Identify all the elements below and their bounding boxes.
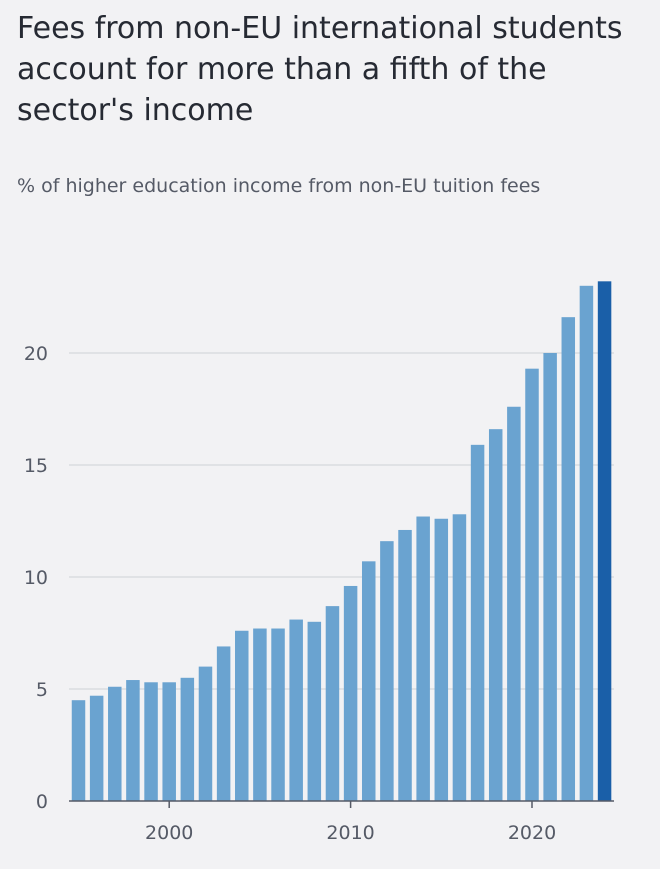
- x-tick-label-2020: 2020: [508, 822, 556, 844]
- bar-2004: [235, 630, 249, 801]
- bar-2007: [289, 619, 303, 801]
- bars: [71, 281, 612, 801]
- bar-2011: [361, 561, 376, 801]
- y-tick-label-10: 10: [24, 567, 48, 589]
- bar-1997: [108, 686, 122, 801]
- chart-subtitle: % of higher education income from non-EU…: [17, 175, 541, 197]
- bar-2014: [416, 516, 430, 801]
- bar-2020: [525, 368, 539, 801]
- bar-2012: [380, 541, 394, 801]
- bar-1998: [126, 680, 140, 801]
- x-tick-label-2010: 2010: [326, 822, 374, 844]
- bar-2001: [180, 677, 195, 801]
- bar-2010: [343, 585, 358, 801]
- bar-2018: [488, 429, 503, 801]
- bar-2019: [507, 406, 521, 801]
- bar-1999: [144, 682, 158, 801]
- y-tick-label-0: 0: [36, 791, 48, 813]
- bar-2005: [253, 628, 267, 801]
- bar-2017: [470, 444, 485, 801]
- bar-2000: [162, 682, 176, 801]
- bar-1995: [71, 700, 86, 801]
- y-tick-label-15: 15: [24, 455, 48, 477]
- bar-1996: [89, 695, 104, 801]
- axes: 0 5 10 15 20 2000 2010 2020: [24, 343, 614, 844]
- y-tick-label-20: 20: [24, 343, 48, 365]
- bar-2006: [271, 628, 285, 801]
- bar-2022: [561, 317, 576, 801]
- bar-2003: [216, 646, 231, 801]
- bar-2015: [434, 518, 449, 801]
- bar-2024: [597, 281, 612, 801]
- bar-2023: [579, 285, 594, 801]
- x-tick-label-2000: 2000: [145, 822, 193, 844]
- bar-2002: [198, 666, 213, 801]
- bar-2013: [398, 529, 412, 801]
- chart-title: Fees from non-EU international students …: [17, 11, 623, 128]
- bar-2008: [307, 621, 322, 801]
- y-tick-label-5: 5: [36, 679, 48, 701]
- grid-lines: [69, 352, 614, 690]
- bar-2009: [325, 606, 340, 801]
- bar-2021: [543, 353, 557, 801]
- bar-2016: [452, 514, 467, 801]
